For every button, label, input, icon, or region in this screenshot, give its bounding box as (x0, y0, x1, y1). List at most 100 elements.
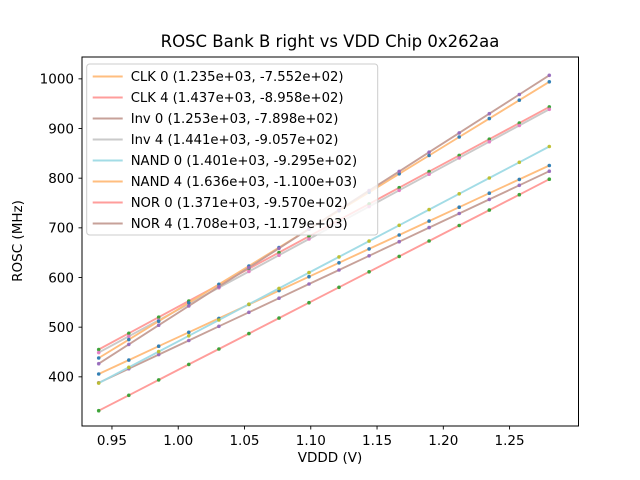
data-point-nor-4 (427, 150, 431, 154)
data-point-clk-4 (457, 153, 462, 158)
series-line-nor-0 (97, 178, 551, 412)
data-point-nand-4 (487, 116, 492, 121)
data-point-inv-4 (277, 253, 281, 257)
y-tick-label: 500 (48, 320, 74, 336)
data-point-inv-0 (307, 282, 311, 286)
x-tick-label: 1.10 (296, 433, 326, 449)
series-line-nand-0 (97, 145, 551, 385)
data-point-clk-4 (397, 185, 402, 190)
series-markers-clk-0 (96, 163, 552, 376)
series-markers-nor-0 (96, 177, 552, 413)
data-point-nand-0 (427, 207, 431, 212)
legend: CLK 0 (1.235e+03, -7.552e+02) CLK 4 (1.43… (86, 63, 379, 236)
data-point-nor-0 (337, 285, 341, 290)
data-point-clk-4 (277, 250, 281, 255)
x-tick-label: 1.00 (163, 433, 193, 449)
series-markers-inv-0 (96, 169, 552, 385)
data-point-inv-0 (517, 183, 522, 188)
legend-label-clk-0: CLK 0 (1.235e+03, -7.552e+02) (131, 70, 344, 85)
data-point-inv-4 (457, 156, 462, 160)
x-tick-label: 1.05 (229, 433, 259, 449)
data-point-clk-0 (187, 330, 191, 335)
data-point-clk-0 (127, 358, 131, 362)
data-point-nand-0 (517, 160, 522, 165)
data-point-inv-0 (427, 225, 431, 230)
data-point-inv-0 (156, 352, 161, 357)
data-point-nor-4 (457, 131, 462, 135)
data-point-nor-0 (367, 270, 371, 274)
y-tick-label: 600 (48, 270, 74, 286)
data-point-nand-4 (427, 153, 431, 158)
plot-area-frame (81, 56, 579, 427)
data-point-nand-4 (127, 337, 131, 342)
x-tick-label: 1.20 (428, 433, 458, 449)
data-point-inv-4 (517, 123, 522, 128)
data-point-nand-0 (277, 286, 281, 291)
legend-label-nor-0: NOR 0 (1.371e+03, -9.570e+02) (131, 196, 348, 211)
data-point-nor-0 (217, 347, 221, 351)
data-point-clk-0 (367, 247, 371, 251)
x-tick-label: 1.25 (495, 433, 525, 449)
data-point-nand-4 (96, 356, 101, 360)
y-tick-label: 1000 (40, 72, 74, 88)
data-point-nor-0 (277, 316, 281, 320)
data-point-nor-4 (96, 361, 101, 366)
data-point-nand-0 (547, 144, 552, 149)
legend-label-nor-4: NOR 4 (1.708e+03, -1.179e+03) (131, 217, 348, 232)
data-point-inv-0 (367, 254, 371, 258)
data-point-nor-0 (487, 208, 492, 212)
data-point-nor-0 (247, 331, 251, 336)
data-point-nand-0 (127, 365, 131, 370)
data-point-nand-4 (547, 80, 552, 84)
data-point-inv-4 (487, 139, 492, 144)
data-point-inv-0 (247, 310, 251, 315)
data-point-clk-0 (517, 177, 522, 182)
data-point-clk-4 (156, 315, 161, 320)
data-point-clk-0 (457, 205, 462, 209)
data-point-nor-4 (247, 265, 251, 270)
data-point-inv-0 (277, 296, 281, 301)
data-point-nor-0 (427, 239, 431, 243)
data-point-clk-0 (487, 191, 492, 195)
data-point-nand-4 (156, 319, 161, 324)
data-point-clk-0 (547, 163, 552, 168)
data-point-nor-0 (397, 254, 402, 259)
data-point-nor-0 (156, 378, 161, 382)
data-point-inv-0 (187, 338, 191, 343)
data-point-nor-4 (187, 304, 191, 308)
data-point-nand-0 (337, 255, 341, 259)
data-point-nand-4 (457, 135, 462, 139)
y-axis-label: ROSC (MHz) (10, 200, 26, 282)
data-point-nand-0 (457, 192, 462, 196)
data-point-nand-0 (96, 381, 101, 385)
data-point-clk-0 (307, 274, 311, 279)
data-point-inv-4 (427, 172, 431, 176)
data-point-clk-0 (337, 261, 341, 265)
data-point-nand-0 (397, 223, 402, 228)
data-point-nor-4 (487, 111, 492, 116)
data-point-nand-0 (307, 270, 311, 275)
data-point-nor-4 (127, 342, 131, 347)
data-point-inv-0 (547, 169, 552, 173)
x-tick-label: 0.95 (97, 433, 127, 449)
series-markers-nor-4 (96, 73, 552, 366)
data-point-clk-4 (96, 347, 101, 352)
data-point-inv-0 (487, 197, 492, 202)
data-point-nor-4 (517, 92, 522, 97)
data-point-nor-4 (397, 169, 402, 174)
data-point-nor-0 (547, 177, 552, 181)
data-point-inv-4 (307, 237, 311, 241)
data-point-nor-4 (547, 73, 552, 78)
data-point-nor-0 (457, 223, 462, 228)
data-point-nand-0 (187, 334, 191, 338)
legend-box (86, 63, 379, 236)
data-point-clk-4 (127, 331, 131, 336)
ticks-layer: 0.95 1.00 1.05 1.10 1.15 1.20 1.25 400 500 600 700… (40, 72, 525, 449)
series-markers-nand-0 (96, 144, 552, 385)
data-point-clk-0 (156, 344, 161, 349)
data-point-nand-4 (187, 301, 191, 305)
y-tick-label: 800 (48, 171, 74, 187)
data-point-inv-0 (337, 268, 341, 272)
